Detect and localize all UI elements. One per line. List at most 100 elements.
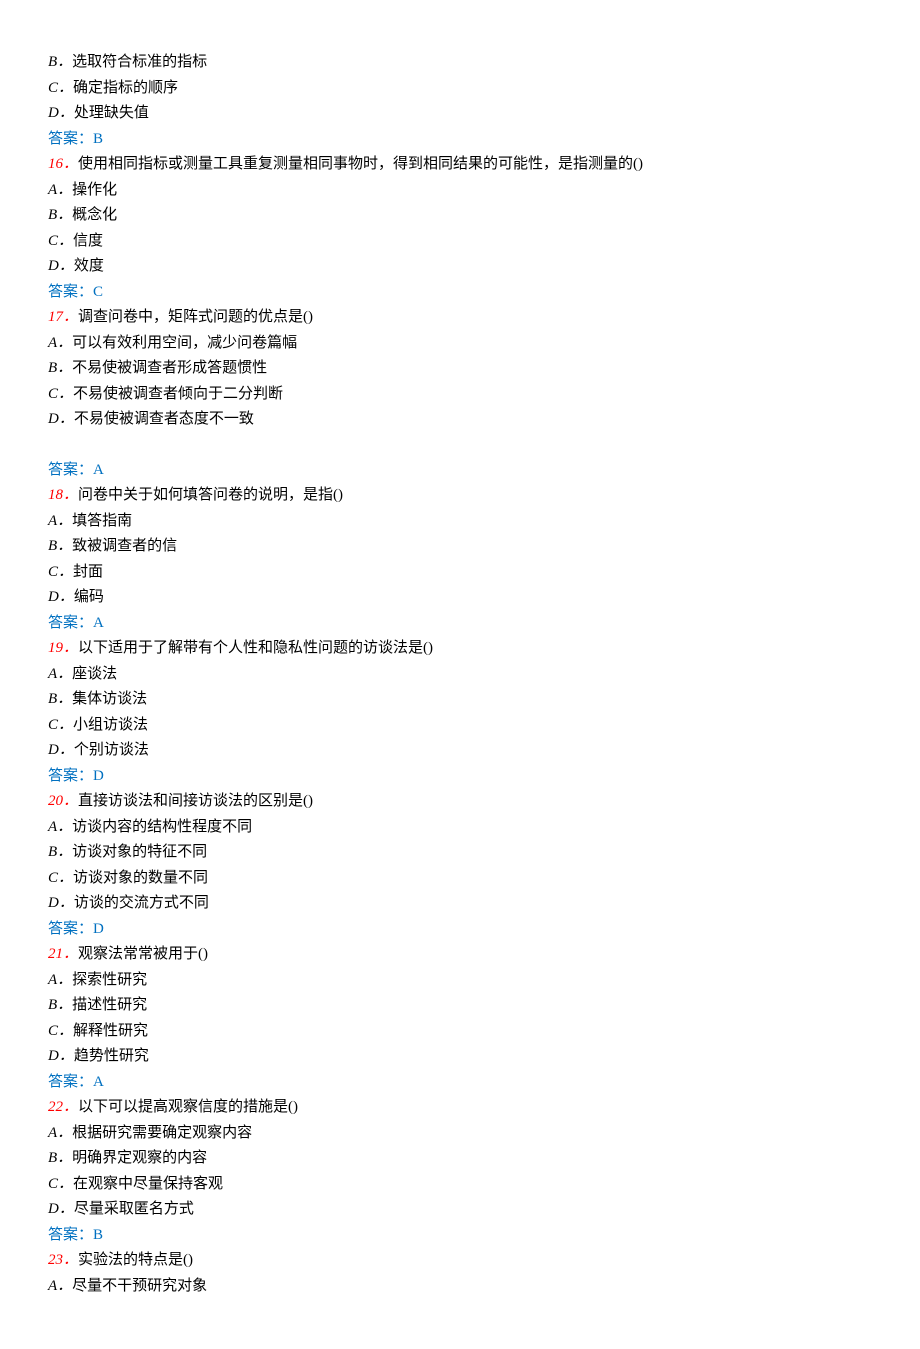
question-text: 调查问卷中，矩阵式问题的优点是() bbox=[78, 309, 313, 325]
option-label: C． bbox=[48, 80, 73, 96]
option-label: A． bbox=[48, 513, 72, 529]
option-text: 效度 bbox=[74, 258, 104, 274]
option-line: A．座谈法 bbox=[48, 662, 872, 688]
question-text: 实验法的特点是() bbox=[78, 1252, 193, 1268]
option-text: 信度 bbox=[73, 233, 103, 249]
option-label: A． bbox=[48, 972, 72, 988]
option-line: D．编码 bbox=[48, 585, 872, 611]
question-number: 16． bbox=[48, 156, 78, 172]
option-text: 探索性研究 bbox=[72, 972, 147, 988]
option-text: 填答指南 bbox=[72, 513, 132, 529]
question-stem: 18．问卷中关于如何填答问卷的说明，是指() bbox=[48, 483, 872, 509]
option-line: B．选取符合标准的指标 bbox=[48, 50, 872, 76]
option-line: B．概念化 bbox=[48, 203, 872, 229]
option-line: C．小组访谈法 bbox=[48, 713, 872, 739]
option-text: 解释性研究 bbox=[73, 1023, 148, 1039]
question-text: 问卷中关于如何填答问卷的说明，是指() bbox=[78, 487, 343, 503]
question-stem: 16．使用相同指标或测量工具重复测量相同事物时，得到相同结果的可能性，是指测量的… bbox=[48, 152, 872, 178]
answer-prefix: 答案： bbox=[48, 768, 93, 784]
question-text: 以下适用于了解带有个人性和隐私性问题的访谈法是() bbox=[78, 640, 433, 656]
answer-value: A bbox=[93, 615, 104, 631]
option-line: D．个别访谈法 bbox=[48, 738, 872, 764]
option-text: 概念化 bbox=[72, 207, 117, 223]
answer-value: B bbox=[93, 131, 103, 147]
option-line: D．尽量采取匿名方式 bbox=[48, 1197, 872, 1223]
question-text: 以下可以提高观察信度的措施是() bbox=[78, 1099, 298, 1115]
option-text: 访谈的交流方式不同 bbox=[74, 895, 209, 911]
option-line: C．解释性研究 bbox=[48, 1019, 872, 1045]
option-line: D．不易使被调查者态度不一致 bbox=[48, 407, 872, 433]
answer-line: 答案：A bbox=[48, 1070, 872, 1096]
option-label: B． bbox=[48, 1150, 72, 1166]
option-text: 明确界定观察的内容 bbox=[72, 1150, 207, 1166]
option-text: 访谈内容的结构性程度不同 bbox=[72, 819, 252, 835]
option-line: D．趋势性研究 bbox=[48, 1044, 872, 1070]
option-label: C． bbox=[48, 386, 73, 402]
answer-value: D bbox=[93, 921, 104, 937]
option-label: B． bbox=[48, 360, 72, 376]
option-text: 操作化 bbox=[72, 182, 117, 198]
option-label: B． bbox=[48, 844, 72, 860]
answer-line: 答案：A bbox=[48, 611, 872, 637]
option-label: C． bbox=[48, 1176, 73, 1192]
option-label: A． bbox=[48, 1125, 72, 1141]
option-label: D． bbox=[48, 105, 74, 121]
option-label: D． bbox=[48, 1201, 74, 1217]
option-text: 访谈对象的特征不同 bbox=[72, 844, 207, 860]
option-line: D．效度 bbox=[48, 254, 872, 280]
option-text: 小组访谈法 bbox=[73, 717, 148, 733]
document-root: B．选取符合标准的指标C．确定指标的顺序D．处理缺失值答案：B16．使用相同指标… bbox=[48, 50, 872, 1299]
answer-value: A bbox=[93, 1074, 104, 1090]
option-line: A．可以有效利用空间，减少问卷篇幅 bbox=[48, 331, 872, 357]
option-text: 根据研究需要确定观察内容 bbox=[72, 1125, 252, 1141]
option-line: D．访谈的交流方式不同 bbox=[48, 891, 872, 917]
option-label: D． bbox=[48, 895, 74, 911]
option-text: 选取符合标准的指标 bbox=[72, 54, 207, 70]
answer-prefix: 答案： bbox=[48, 615, 93, 631]
option-label: D． bbox=[48, 742, 74, 758]
question-number: 19． bbox=[48, 640, 78, 656]
question-text: 使用相同指标或测量工具重复测量相同事物时，得到相同结果的可能性，是指测量的() bbox=[78, 156, 643, 172]
option-label: D． bbox=[48, 589, 74, 605]
answer-prefix: 答案： bbox=[48, 284, 93, 300]
answer-prefix: 答案： bbox=[48, 921, 93, 937]
option-text: 不易使被调查者形成答题惯性 bbox=[72, 360, 267, 376]
answer-value: C bbox=[93, 284, 103, 300]
option-label: B． bbox=[48, 54, 72, 70]
option-text: 在观察中尽量保持客观 bbox=[73, 1176, 223, 1192]
option-line: B．明确界定观察的内容 bbox=[48, 1146, 872, 1172]
option-text: 不易使被调查者态度不一致 bbox=[74, 411, 254, 427]
answer-prefix: 答案： bbox=[48, 1074, 93, 1090]
answer-prefix: 答案： bbox=[48, 462, 93, 478]
option-text: 确定指标的顺序 bbox=[73, 80, 178, 96]
option-text: 处理缺失值 bbox=[74, 105, 149, 121]
answer-prefix: 答案： bbox=[48, 131, 93, 147]
question-number: 23． bbox=[48, 1252, 78, 1268]
option-text: 可以有效利用空间，减少问卷篇幅 bbox=[72, 335, 297, 351]
answer-line: 答案：B bbox=[48, 1223, 872, 1249]
option-text: 访谈对象的数量不同 bbox=[73, 870, 208, 886]
option-line: A．操作化 bbox=[48, 178, 872, 204]
option-text: 不易使被调查者倾向于二分判断 bbox=[73, 386, 283, 402]
question-stem: 17．调查问卷中，矩阵式问题的优点是() bbox=[48, 305, 872, 331]
option-label: A． bbox=[48, 182, 72, 198]
option-text: 致被调查者的信 bbox=[72, 538, 177, 554]
question-stem: 20．直接访谈法和间接访谈法的区别是() bbox=[48, 789, 872, 815]
option-label: A． bbox=[48, 1278, 72, 1294]
option-text: 趋势性研究 bbox=[74, 1048, 149, 1064]
option-line: A．根据研究需要确定观察内容 bbox=[48, 1121, 872, 1147]
option-label: B． bbox=[48, 997, 72, 1013]
answer-line: 答案：B bbox=[48, 127, 872, 153]
option-line: C．在观察中尽量保持客观 bbox=[48, 1172, 872, 1198]
answer-value: D bbox=[93, 768, 104, 784]
option-line: A．填答指南 bbox=[48, 509, 872, 535]
option-line: C．信度 bbox=[48, 229, 872, 255]
question-stem: 23．实验法的特点是() bbox=[48, 1248, 872, 1274]
option-line: B．访谈对象的特征不同 bbox=[48, 840, 872, 866]
option-label: D． bbox=[48, 1048, 74, 1064]
option-label: D． bbox=[48, 411, 74, 427]
option-text: 编码 bbox=[74, 589, 104, 605]
option-text: 个别访谈法 bbox=[74, 742, 149, 758]
option-text: 尽量不干预研究对象 bbox=[72, 1278, 207, 1294]
option-label: A． bbox=[48, 666, 72, 682]
